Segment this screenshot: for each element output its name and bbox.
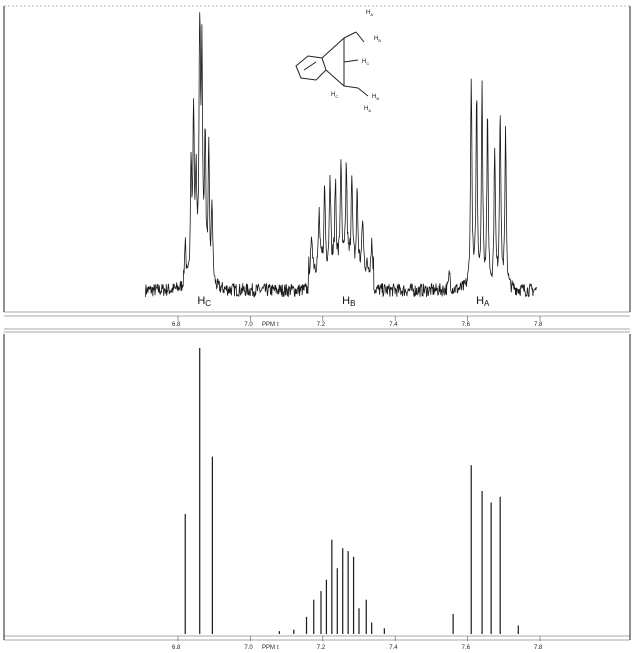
calculated-stick-spectrum: [184, 348, 519, 634]
bottom-tick-label-5: 7.8: [534, 645, 543, 651]
top-axis-unit-label: PPM τ: [262, 322, 280, 328]
bottom-x-axis: 6.8 7.0 7.2 7.4 7.6 7.8 PPM τ: [4, 635, 630, 651]
top-tick-label-1: 7.0: [244, 322, 253, 328]
bottom-tick-group: 6.8 7.0 7.2 7.4 7.6 7.8: [172, 636, 543, 651]
bottom-tick-label-4: 7.6: [462, 645, 471, 651]
bottom-axis-unit-label: PPM τ: [262, 645, 280, 651]
top-tick-label-3: 7.4: [389, 322, 398, 328]
top-tick-label-0: 6.8: [172, 322, 181, 328]
peak-label-c: HC: [197, 295, 211, 308]
mol-label-ha-bottom: HA: [364, 106, 371, 113]
top-peak-labels: HC HB HA: [197, 295, 490, 308]
top-tick-label-5: 7.8: [534, 322, 543, 328]
peak-label-b: HB: [342, 295, 355, 308]
experimental-spectrum: [145, 12, 537, 298]
mol-label-ha-top: HA: [366, 10, 373, 17]
bottom-tick-label-2: 7.2: [317, 645, 326, 651]
bottom-tick-label-1: 7.0: [244, 645, 253, 651]
bottom-tick-label-3: 7.4: [389, 645, 398, 651]
bottom-panel-frame: [3, 334, 631, 640]
mol-label-hb-top: HB: [374, 36, 381, 43]
top-tick-label-4: 7.6: [462, 322, 471, 328]
experimental-trace: [145, 12, 537, 298]
mol-label-hc-bottom: HC: [331, 92, 338, 99]
top-tick-label-2: 7.2: [317, 322, 326, 328]
bottom-tick-label-0: 6.8: [172, 645, 181, 651]
top-panel-frame: [3, 5, 631, 312]
mol-label-hc-top: HC: [362, 59, 369, 66]
mol-label-hb-bottom: HB: [372, 94, 379, 101]
top-x-axis: 6.8 7.0 7.2 7.4 7.6 7.8 PPM τ: [4, 311, 630, 333]
peak-label-a: HA: [476, 295, 490, 308]
top-tick-group: 6.8 7.0 7.2 7.4 7.6 7.8: [172, 316, 543, 328]
molecule-structure: HA HB HC HC HB HA: [295, 10, 381, 113]
